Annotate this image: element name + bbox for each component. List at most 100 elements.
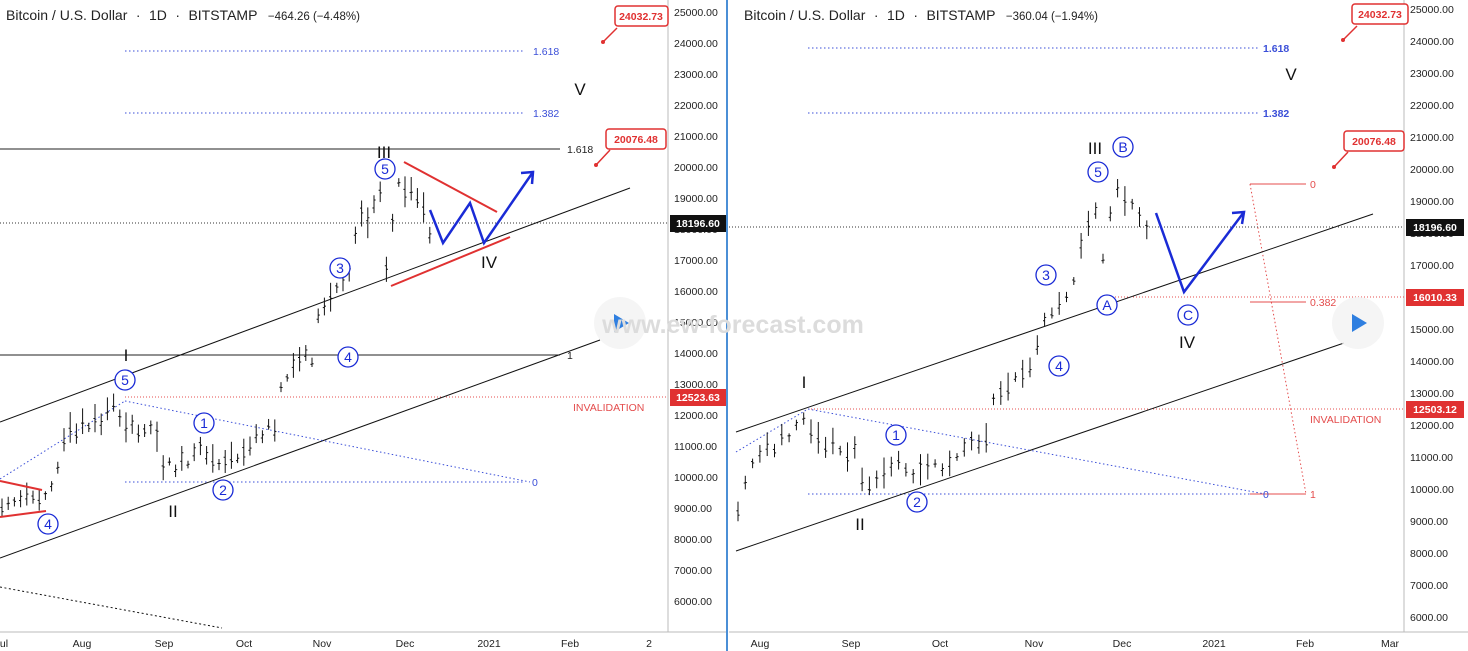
y-tick-label: 19000.00 [674, 193, 718, 205]
right-circle-A: A [1096, 294, 1118, 316]
svg-text:4: 4 [344, 349, 352, 365]
svg-text:3: 3 [1042, 267, 1050, 283]
left-fib-label-third: 1.618 [567, 144, 593, 156]
left-triangle-lower [390, 236, 511, 287]
right-y-axis: 25000.00 24000.00 23000.00 22000.00 21000.00… [1410, 4, 1454, 624]
left-projection-arrowhead [520, 170, 535, 185]
left-circle-1: 1 [193, 412, 215, 434]
right-current-price-tag: 18196.60 [1406, 219, 1464, 236]
left-target-top-text: 24032.73 [619, 11, 663, 23]
y-tick-label: 16000.00 [674, 286, 718, 298]
svg-text:2: 2 [219, 482, 227, 498]
y-tick-label: 23000.00 [674, 69, 718, 81]
right-fib-diagonal [807, 408, 1266, 495]
right-channel-upper [735, 213, 1374, 433]
right-x-axis: Aug Sep Oct Nov Dec 2021 Feb Mar [751, 638, 1400, 650]
right-circle-5: 5 [1087, 161, 1109, 183]
x-tick-label: ul [0, 638, 8, 650]
x-tick-label: Oct [932, 638, 948, 650]
right-fib-label-zero: 0 [1263, 489, 1269, 501]
right-wave-V: V [1285, 65, 1297, 84]
right-wave-I: I [802, 373, 807, 392]
left-price-series [0, 176, 432, 518]
y-tick-label: 8000.00 [1410, 548, 1448, 560]
x-tick-label: Sep [842, 638, 861, 650]
left-channel-lower [0, 339, 601, 559]
y-tick-label: 17000.00 [674, 255, 718, 267]
x-tick-label: Sep [155, 638, 174, 650]
svg-text:A: A [1102, 297, 1112, 313]
left-wave-I: I [124, 346, 129, 365]
left-wedge-upper [0, 480, 43, 491]
right-channel-lower [735, 342, 1345, 552]
left-fib-label-second: 1.382 [533, 108, 559, 120]
left-fib-label-top: 1.618 [533, 46, 559, 58]
svg-text:18196.60: 18196.60 [1413, 222, 1457, 234]
y-tick-label: 24000.00 [674, 38, 718, 50]
left-invalidation-price-tag: 12523.63 [670, 389, 726, 406]
x-tick-label: Aug [751, 638, 770, 650]
y-tick-label: 11000.00 [1410, 452, 1453, 464]
right-play-button[interactable] [1332, 297, 1384, 349]
y-tick-label: 9000.00 [674, 503, 712, 515]
left-wave-connector [0, 400, 126, 480]
y-tick-label: 15000.00 [1410, 324, 1454, 336]
y-tick-label: 11000.00 [674, 441, 717, 453]
left-header: Bitcoin / U.S. Dollar · 1D · BITSTAMP −4… [6, 7, 360, 24]
y-tick-label: 20000.00 [1410, 164, 1454, 176]
left-channel-upper [0, 187, 631, 423]
y-tick-label: 9000.00 [1410, 516, 1448, 528]
right-wave-II: II [855, 515, 864, 534]
right-invalidation-price-tag: 12503.12 [1406, 401, 1464, 418]
left-wave-V: V [574, 80, 586, 99]
right-play-icon[interactable] [1352, 314, 1367, 332]
left-old-trendline [0, 586, 223, 629]
right-retr-label-1: 1 [1310, 489, 1316, 501]
y-tick-label: 6000.00 [674, 596, 712, 608]
left-triangle-upper [403, 161, 498, 213]
right-fib-label-second: 1.382 [1263, 108, 1289, 120]
y-tick-label: 21000.00 [1410, 132, 1454, 144]
right-circle-3: 3 [1035, 264, 1057, 286]
y-tick-label: 14000.00 [674, 348, 718, 360]
y-tick-label: 7000.00 [674, 565, 712, 577]
right-target-top-callout: 24032.73 [1341, 3, 1409, 42]
y-tick-label: 6000.00 [1410, 612, 1448, 624]
right-circle-C: C [1177, 304, 1199, 326]
y-tick-label: 22000.00 [1410, 100, 1454, 112]
y-tick-label: 13000.00 [1410, 388, 1454, 400]
right-price-series [736, 179, 1149, 522]
right-interval: 1D [887, 7, 905, 23]
right-wave-III: III [1088, 139, 1102, 158]
right-target-mid-callout: 20076.48 [1332, 130, 1405, 169]
left-circle-5: 5 [374, 158, 396, 180]
y-tick-label: 21000.00 [674, 131, 718, 143]
y-tick-label: 20000.00 [674, 162, 718, 174]
right-circle-B: B [1112, 136, 1134, 158]
y-tick-label: 12000.00 [674, 410, 718, 422]
y-tick-label: 15000.00 [674, 317, 718, 329]
left-change: −464.26 (−4.48%) [268, 11, 360, 23]
left-play-icon[interactable] [614, 314, 629, 332]
y-tick-label: 7000.00 [1410, 580, 1448, 592]
left-target-mid-callout: 20076.48 [594, 128, 667, 167]
x-tick-label: Aug [73, 638, 92, 650]
right-retr-label-0: 0 [1310, 179, 1316, 191]
right-circle-4: 4 [1048, 355, 1070, 377]
right-wave-IV: IV [1179, 333, 1196, 352]
y-tick-label: 12000.00 [1410, 420, 1454, 432]
left-play-button[interactable] [594, 297, 646, 349]
left-panel-selected-border [726, 0, 728, 651]
x-tick-label: Feb [561, 638, 579, 650]
left-x-axis: ul Aug Sep Oct Nov Dec 2021 Feb 2 [0, 638, 652, 650]
right-target-mid-text: 20076.48 [1352, 136, 1396, 148]
y-tick-label: 10000.00 [674, 472, 718, 484]
right-panel: Bitcoin / U.S. Dollar · 1D · BITSTAMP −3… [729, 0, 1468, 651]
left-interval: 1D [149, 7, 167, 23]
left-circle-3: 3 [329, 257, 351, 279]
left-exchange: BITSTAMP [188, 7, 257, 23]
x-tick-label: Feb [1296, 638, 1314, 650]
y-tick-label: 23000.00 [1410, 68, 1454, 80]
left-symbol: Bitcoin / U.S. Dollar [6, 7, 128, 23]
left-wedge-lower [0, 510, 47, 518]
